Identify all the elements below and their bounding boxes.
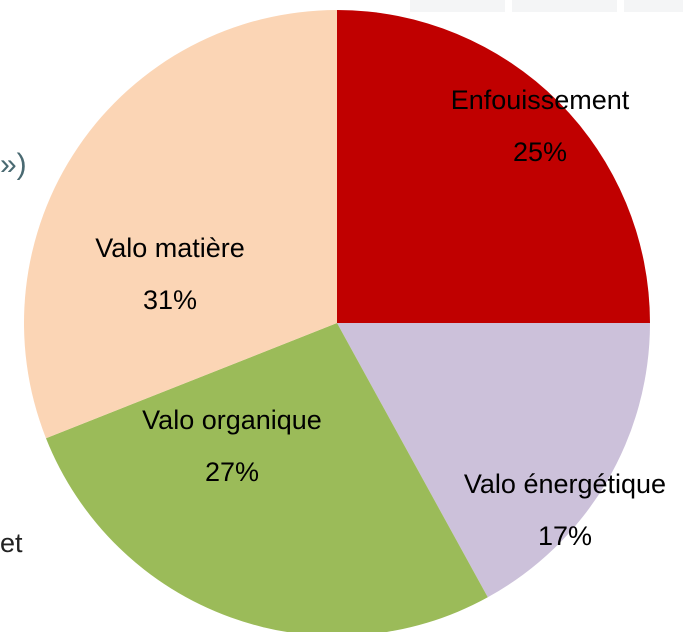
slide-fragment: et: [0, 528, 23, 558]
pie-slice: [45, 323, 488, 632]
pie-slice: [24, 10, 338, 439]
category-label: Valo énergétique: [463, 469, 667, 499]
pie-slice: [337, 10, 650, 323]
pie-slice: [337, 323, 650, 598]
value-label: 17%: [537, 521, 593, 551]
slice-label: Enfouissement 25%: [410, 74, 670, 178]
slice-label: Valo matière 31%: [40, 222, 300, 326]
value-label: 25%: [512, 137, 568, 167]
category-label: Valo organique: [142, 405, 322, 435]
background-tile: [624, 0, 683, 12]
background-tile: [410, 0, 505, 12]
category-label: Valo matière: [95, 233, 245, 263]
value-label: 27%: [204, 457, 260, 487]
slide-fragment: »): [0, 148, 27, 181]
background-tile: [512, 0, 617, 12]
category-label: Enfouissement: [450, 85, 630, 115]
slice-label: Valo organique 27%: [137, 394, 327, 498]
slice-label: Valo énergétique 17%: [460, 458, 670, 562]
value-label: 31%: [142, 285, 198, 315]
